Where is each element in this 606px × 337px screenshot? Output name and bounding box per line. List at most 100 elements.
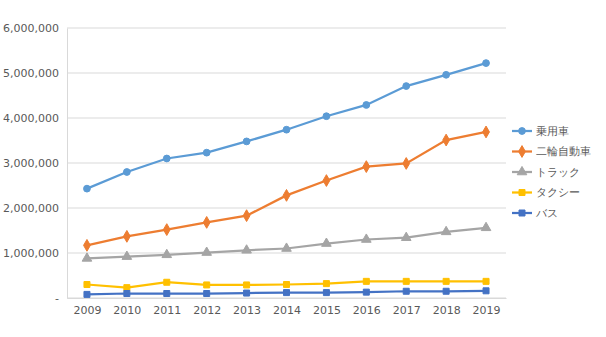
legend-marker bbox=[519, 190, 525, 196]
point-marker bbox=[84, 291, 90, 297]
legend-label: 乗用車 bbox=[536, 125, 569, 138]
legend-label: 二輪自動車 bbox=[536, 145, 591, 158]
point-marker bbox=[82, 253, 92, 261]
series-line bbox=[87, 281, 486, 287]
point-marker bbox=[483, 60, 490, 67]
plot-area bbox=[82, 60, 491, 298]
point-marker bbox=[323, 113, 330, 120]
point-marker bbox=[244, 282, 250, 288]
point-marker bbox=[84, 239, 91, 251]
point-marker bbox=[163, 224, 170, 236]
legend-marker bbox=[519, 210, 525, 216]
series bbox=[84, 288, 489, 298]
x-tick-label: 2016 bbox=[353, 304, 381, 317]
y-tick-label: 3,000,000 bbox=[3, 157, 59, 170]
x-tick: 2015 bbox=[313, 298, 341, 317]
point-marker bbox=[164, 279, 170, 285]
legend-entry: バス bbox=[512, 207, 558, 220]
point-marker bbox=[403, 83, 410, 90]
point-marker bbox=[323, 281, 329, 287]
series bbox=[84, 60, 490, 192]
y-axis: - 1,000,000 2,000,000 3,000,000 4,000,000 5,0… bbox=[3, 22, 67, 305]
point-marker bbox=[164, 291, 170, 297]
x-tick-label: 2017 bbox=[393, 304, 421, 317]
point-marker bbox=[243, 138, 250, 145]
legend-entry: トラック bbox=[512, 166, 580, 179]
point-marker bbox=[401, 232, 411, 240]
point-marker bbox=[204, 291, 210, 297]
point-marker bbox=[362, 234, 372, 242]
point-marker bbox=[284, 282, 290, 288]
y-tick: - bbox=[55, 292, 67, 305]
x-axis: 2009201020112012201320142015201620172018… bbox=[68, 298, 507, 317]
point-marker bbox=[483, 126, 490, 138]
point-marker bbox=[284, 290, 290, 296]
x-tick-label: 2013 bbox=[233, 304, 261, 317]
point-marker bbox=[363, 102, 370, 109]
point-marker bbox=[162, 249, 172, 257]
grid-line bbox=[67, 208, 506, 209]
x-tick-label: 2009 bbox=[73, 304, 101, 317]
y-tick: 5,000,000 bbox=[3, 67, 67, 80]
x-tick-label: 2011 bbox=[153, 304, 181, 317]
point-marker bbox=[203, 149, 210, 156]
x-tick-label: 2019 bbox=[473, 304, 501, 317]
point-marker bbox=[84, 185, 91, 192]
x-tick: 2014 bbox=[273, 298, 301, 317]
point-marker bbox=[441, 226, 451, 234]
series bbox=[84, 278, 489, 290]
y-tick-label: 5,000,000 bbox=[3, 67, 59, 80]
legend-entry: 乗用車 bbox=[512, 125, 569, 138]
point-marker bbox=[483, 288, 489, 294]
point-marker bbox=[363, 161, 370, 173]
point-marker bbox=[163, 155, 170, 162]
x-tick-label: 2012 bbox=[193, 304, 221, 317]
point-marker bbox=[363, 278, 369, 284]
point-marker bbox=[443, 288, 449, 294]
point-marker bbox=[443, 134, 450, 146]
point-marker bbox=[403, 158, 410, 170]
point-marker bbox=[323, 175, 330, 187]
point-marker bbox=[124, 285, 130, 291]
point-marker bbox=[283, 190, 290, 202]
point-marker bbox=[443, 278, 449, 284]
point-marker bbox=[123, 169, 130, 176]
y-tick: 6,000,000 bbox=[3, 22, 67, 35]
series-line bbox=[87, 132, 486, 245]
point-marker bbox=[443, 71, 450, 78]
chart: - 1,000,000 2,000,000 3,000,000 4,000,000 5,0… bbox=[0, 0, 606, 337]
point-marker bbox=[203, 217, 210, 229]
point-marker bbox=[283, 126, 290, 133]
grid bbox=[67, 28, 506, 298]
x-tick: 2016 bbox=[353, 298, 381, 317]
y-tick-label: 1,000,000 bbox=[3, 247, 59, 260]
y-tick-label: - bbox=[55, 292, 59, 305]
series-line bbox=[87, 228, 486, 259]
legend-label: トラック bbox=[536, 166, 580, 179]
y-tick: 2,000,000 bbox=[3, 202, 67, 215]
y-tick-label: 2,000,000 bbox=[3, 202, 59, 215]
y-tick: 3,000,000 bbox=[3, 157, 67, 170]
series bbox=[84, 126, 490, 251]
y-tick: 4,000,000 bbox=[3, 112, 67, 125]
legend-label: タクシー bbox=[536, 186, 580, 199]
legend-marker bbox=[519, 128, 526, 135]
point-marker bbox=[202, 247, 212, 255]
grid-line bbox=[67, 118, 506, 119]
point-marker bbox=[483, 278, 489, 284]
point-marker bbox=[124, 291, 130, 297]
y-axis-line bbox=[67, 29, 68, 299]
grid-line bbox=[67, 253, 506, 254]
point-marker bbox=[123, 230, 130, 242]
x-tick: 2010 bbox=[113, 298, 141, 317]
legend-marker bbox=[519, 146, 526, 158]
point-marker bbox=[282, 243, 292, 251]
point-marker bbox=[322, 238, 332, 246]
point-marker bbox=[244, 290, 250, 296]
legend-entry: 二輪自動車 bbox=[512, 145, 591, 158]
point-marker bbox=[403, 278, 409, 284]
point-marker bbox=[403, 288, 409, 294]
point-marker bbox=[122, 251, 132, 259]
point-marker bbox=[84, 282, 90, 288]
legend-label: バス bbox=[535, 207, 558, 220]
